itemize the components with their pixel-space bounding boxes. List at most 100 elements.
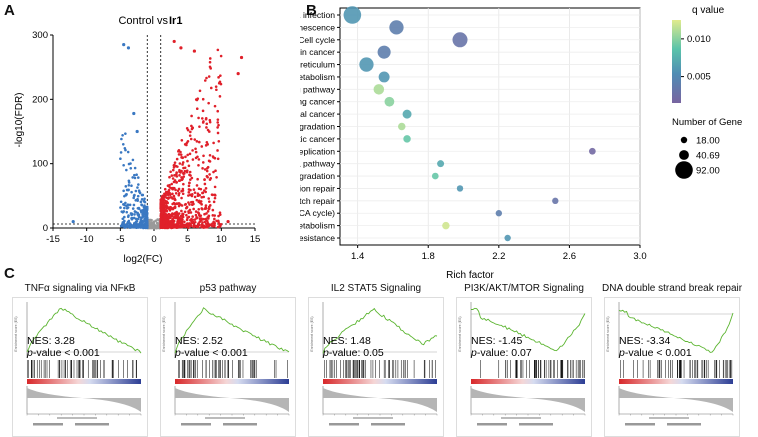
volcano-point-up bbox=[191, 218, 194, 222]
volcano-point-up bbox=[191, 215, 194, 218]
volcano-point-up bbox=[181, 187, 185, 191]
volcano-point-up bbox=[171, 177, 175, 180]
volcano-point-up bbox=[206, 165, 210, 169]
volcano-point-down bbox=[129, 167, 133, 170]
gsea-ranked-metric bbox=[323, 388, 437, 412]
kegg-bubble bbox=[377, 45, 391, 59]
volcano-point-up bbox=[171, 192, 174, 196]
volcano-point-up bbox=[176, 202, 179, 206]
volcano-point-highlight bbox=[179, 46, 183, 50]
gsea-pvalue-italic: p bbox=[174, 347, 181, 359]
volcano-point-up bbox=[195, 98, 199, 102]
kegg-x-tick-label: 2.2 bbox=[492, 251, 505, 262]
kegg-bubble bbox=[402, 109, 412, 119]
volcano-point-up bbox=[218, 95, 222, 98]
volcano-point-down bbox=[124, 201, 127, 205]
volcano-point-up bbox=[194, 213, 198, 217]
gsea-axis-caption-mark bbox=[649, 417, 689, 419]
volcano-point-down bbox=[134, 220, 138, 224]
volcano-point-up bbox=[186, 153, 190, 157]
gsea-panel: p53 pathway Enrichment score (ES) NES: 2.5… bbox=[158, 283, 298, 437]
volcano-point-up bbox=[164, 224, 167, 228]
kegg-bubble bbox=[398, 122, 406, 131]
volcano-point-down bbox=[122, 220, 125, 224]
volcano-point-up bbox=[180, 196, 183, 200]
volcano-point-down bbox=[121, 134, 124, 137]
volcano-ylabel: -log10(FDR) bbox=[14, 92, 25, 147]
volcano-point-up bbox=[213, 214, 217, 217]
gsea-plot-box: Enrichment score (ES) NES: 3.28 p-value < … bbox=[12, 297, 148, 437]
volcano-point-up bbox=[177, 204, 181, 208]
volcano-point-up bbox=[203, 178, 206, 181]
volcano-point-up bbox=[205, 212, 208, 215]
volcano-point-up bbox=[215, 88, 218, 92]
gsea-nes-label: NES: -3.34 bbox=[619, 335, 671, 347]
volcano-point-up bbox=[162, 208, 166, 212]
volcano-point-down bbox=[125, 168, 128, 172]
kegg-pathway-label: Neurotrophin signaling pathway bbox=[300, 84, 336, 94]
kegg-pathway-label: Valine, leucine and isoleucine degradati… bbox=[300, 171, 335, 181]
volcano-point-up bbox=[163, 192, 166, 196]
volcano-point-up bbox=[176, 226, 179, 229]
volcano-point-up bbox=[172, 216, 176, 220]
gsea-legend-mark bbox=[477, 423, 507, 426]
gsea-ranked-metric bbox=[27, 388, 141, 412]
volcano-point-up bbox=[159, 217, 163, 221]
kegg-bubble bbox=[389, 20, 404, 35]
volcano-point-up bbox=[164, 201, 167, 205]
volcano-point-down bbox=[120, 224, 124, 228]
volcano-point-up bbox=[163, 216, 167, 220]
volcano-point-down bbox=[143, 217, 146, 221]
gsea-plot-box: Enrichment score (ES) NES: -1.45 p-value: … bbox=[456, 297, 592, 437]
volcano-point-up bbox=[190, 193, 194, 196]
volcano-point-up bbox=[180, 178, 184, 182]
volcano-point-up bbox=[178, 174, 181, 177]
volcano-y-tick-label: 300 bbox=[32, 30, 48, 41]
volcano-point-up bbox=[175, 172, 178, 176]
volcano-point-up bbox=[209, 86, 213, 90]
volcano-point-down bbox=[133, 166, 137, 170]
volcano-point-down bbox=[123, 146, 127, 150]
volcano-point-down bbox=[141, 215, 144, 219]
volcano-point-down bbox=[129, 212, 133, 215]
gsea-nes-label: NES: 2.52 bbox=[175, 335, 223, 347]
gsea-legend-mark bbox=[371, 423, 405, 426]
volcano-point-up bbox=[168, 183, 171, 187]
volcano-point-up bbox=[186, 128, 190, 132]
volcano-point-up bbox=[201, 167, 204, 170]
volcano-point-up bbox=[175, 210, 178, 214]
gsea-es-axis-label: Enrichment score (ES) bbox=[606, 316, 610, 351]
size-legend-label: 92.00 bbox=[696, 166, 720, 177]
volcano-point-down bbox=[145, 208, 149, 212]
gsea-svg: Enrichment score (ES) NES: 3.28p-value < … bbox=[14, 302, 142, 426]
volcano-point-up bbox=[203, 220, 207, 224]
volcano-point-down bbox=[131, 176, 134, 179]
kegg-bubble bbox=[359, 57, 374, 72]
volcano-title-bold: Ir1 bbox=[169, 15, 182, 27]
kegg-x-tick-label: 1.4 bbox=[351, 251, 364, 262]
gsea-nes-label: NES: -1.45 bbox=[471, 335, 523, 347]
volcano-title-prefix: Control vs bbox=[118, 15, 168, 27]
volcano-point-up bbox=[180, 224, 184, 227]
volcano-point-ns bbox=[150, 221, 153, 224]
volcano-x-tick-label: -15 bbox=[46, 234, 60, 245]
gsea-panel: PI3K/AKT/MTOR Signaling Enrichment score … bbox=[454, 283, 594, 437]
volcano-point-up bbox=[203, 168, 207, 171]
kegg-pathway-label: Pancreatic cancer bbox=[300, 134, 335, 144]
volcano-point-down bbox=[143, 208, 146, 212]
volcano-point-down bbox=[126, 150, 130, 154]
kegg-x-tick-label: 2.6 bbox=[563, 251, 576, 262]
volcano-point-up bbox=[195, 215, 198, 219]
volcano-point-up bbox=[176, 214, 180, 217]
volcano-point-up bbox=[207, 197, 211, 200]
gsea-ranked-metric bbox=[471, 388, 585, 412]
volcano-point-down bbox=[125, 224, 128, 228]
volcano-point-up bbox=[173, 179, 177, 182]
volcano-point-up bbox=[167, 190, 170, 194]
volcano-point-up bbox=[204, 116, 208, 120]
volcano-point-down bbox=[139, 226, 143, 229]
volcano-point-up bbox=[203, 79, 207, 82]
volcano-point-up bbox=[173, 205, 176, 209]
volcano-point-up bbox=[160, 225, 164, 229]
